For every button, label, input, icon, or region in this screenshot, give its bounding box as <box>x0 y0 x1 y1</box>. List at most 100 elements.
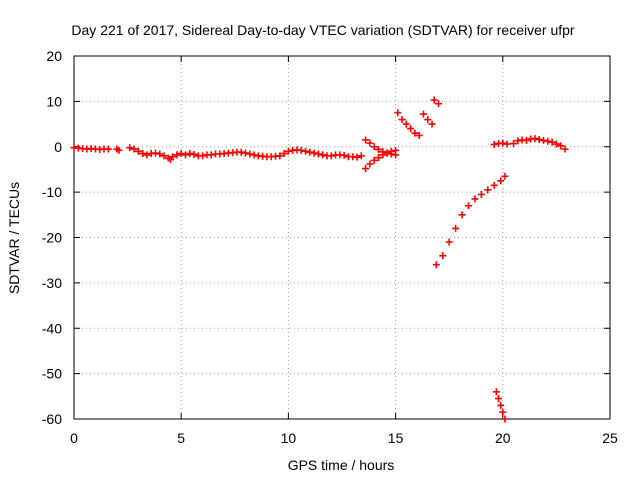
y-tick-label: -40 <box>42 320 62 336</box>
data-point <box>503 140 511 148</box>
data-point <box>419 110 427 118</box>
x-tick-label: 10 <box>281 430 297 446</box>
data-point <box>484 186 492 194</box>
data-point <box>424 116 432 124</box>
data-point <box>552 140 560 148</box>
data-point <box>143 151 151 159</box>
x-tick-label: 25 <box>602 430 618 446</box>
y-tick-label: -50 <box>42 366 62 382</box>
data-point <box>104 145 112 153</box>
data-point <box>430 96 438 104</box>
data-point <box>501 415 509 423</box>
x-axis-label: GPS time / hours <box>288 457 395 473</box>
x-tick-label: 0 <box>70 430 78 446</box>
y-tick-label: 10 <box>46 93 62 109</box>
data-point <box>362 136 370 144</box>
data-point <box>471 195 479 203</box>
data-point <box>387 147 395 155</box>
data-point <box>169 153 177 161</box>
y-tick-label: -60 <box>42 411 62 427</box>
data-point <box>151 149 159 157</box>
data-point <box>557 142 565 150</box>
data-point <box>535 135 543 143</box>
data-point <box>190 150 198 158</box>
data-point <box>392 146 400 154</box>
data-point <box>379 151 387 159</box>
data-point <box>370 156 378 164</box>
data-point <box>314 150 322 158</box>
data-point <box>173 151 181 159</box>
data-point <box>310 149 318 157</box>
data-point <box>327 152 335 160</box>
data-point <box>398 116 406 124</box>
data-point <box>306 148 314 156</box>
tick-labels: 0 5 10 15 20 25 20 10 0 -10 -20 -30 -40 -50 -60 <box>42 48 618 446</box>
data-point <box>370 143 378 151</box>
data-point <box>353 153 361 161</box>
data-point <box>497 401 505 409</box>
data-point <box>432 261 440 269</box>
data-point <box>501 172 509 180</box>
data-point <box>492 388 500 396</box>
data-point <box>548 138 556 146</box>
data-point <box>181 151 189 159</box>
x-tick-label: 15 <box>388 430 404 446</box>
data-point <box>199 152 207 160</box>
chart-title: Day 221 of 2017, Sidereal Day-to-day VTE… <box>71 22 575 38</box>
y-tick-label: -10 <box>42 184 62 200</box>
data-point <box>514 137 522 145</box>
data-point <box>284 147 292 155</box>
data-point <box>540 136 548 144</box>
data-point <box>497 177 505 185</box>
data-points <box>70 96 569 423</box>
data-point <box>340 151 348 159</box>
data-point <box>237 148 245 156</box>
data-point <box>366 160 374 168</box>
data-point <box>362 165 370 173</box>
data-point <box>319 151 327 159</box>
y-tick-label: -30 <box>42 275 62 291</box>
data-point <box>134 147 142 155</box>
data-point <box>246 150 254 158</box>
data-point <box>464 202 472 210</box>
y-axis-label: SDTVAR / TECUs <box>6 182 22 294</box>
data-point <box>531 135 539 143</box>
data-point <box>250 151 258 159</box>
grid <box>74 56 610 419</box>
data-point <box>452 224 460 232</box>
x-tick-label: 5 <box>177 430 185 446</box>
data-point <box>402 120 410 128</box>
data-point <box>130 145 138 153</box>
data-point <box>407 125 415 133</box>
data-point <box>302 147 310 155</box>
data-point <box>434 100 442 108</box>
data-point <box>458 211 466 219</box>
data-point <box>297 146 305 154</box>
x-tick-label: 20 <box>495 430 511 446</box>
data-point <box>477 190 485 198</box>
data-point <box>544 137 552 145</box>
data-point <box>383 149 391 157</box>
y-tick-label: 0 <box>54 139 62 155</box>
data-point <box>510 140 518 148</box>
data-point <box>177 150 185 158</box>
data-point <box>276 152 284 160</box>
data-point <box>428 120 436 128</box>
data-point <box>411 129 419 137</box>
data-point <box>499 139 507 147</box>
data-point <box>207 151 215 159</box>
data-point <box>490 140 498 148</box>
data-point <box>366 139 374 147</box>
data-point <box>160 152 168 160</box>
data-point <box>357 152 365 160</box>
data-point <box>115 146 123 154</box>
data-point <box>374 154 382 162</box>
data-point <box>499 408 507 416</box>
data-point <box>439 252 447 260</box>
y-tick-label: 20 <box>46 48 62 64</box>
data-point <box>445 238 453 246</box>
data-point <box>126 144 134 152</box>
data-point <box>242 149 250 157</box>
data-point <box>561 145 569 153</box>
